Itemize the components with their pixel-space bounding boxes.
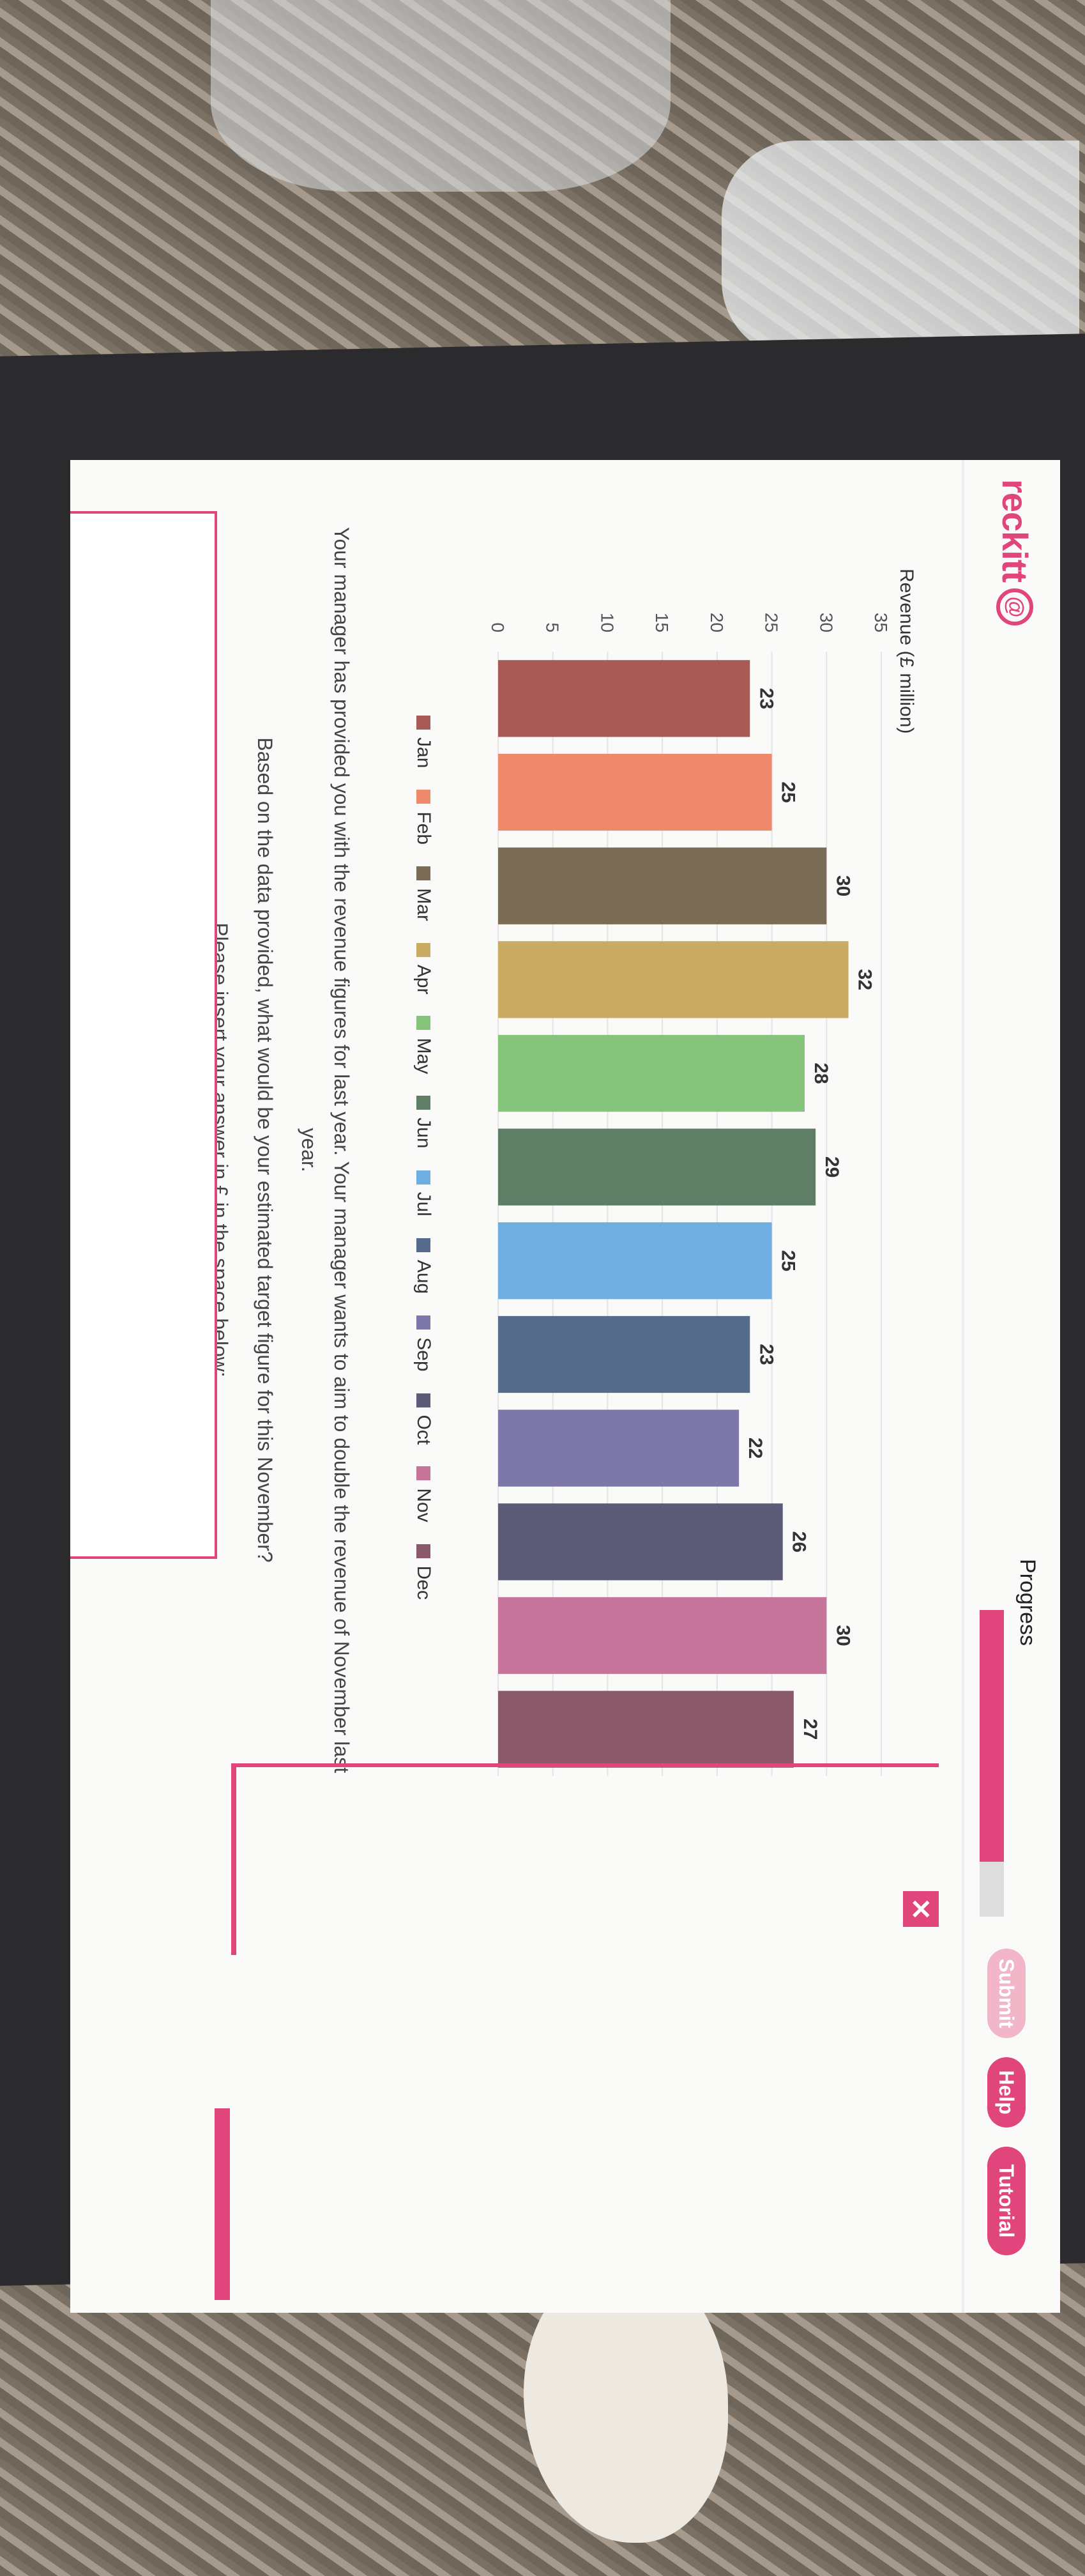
answer-input[interactable] xyxy=(70,511,217,1559)
data-label: 29 xyxy=(821,1156,842,1177)
legend-label: Jul xyxy=(413,1192,434,1216)
legend-label: May xyxy=(413,1038,434,1075)
data-label: 32 xyxy=(854,969,876,990)
bottom-accent-strip xyxy=(215,2108,230,2300)
legend-swatch xyxy=(416,1544,430,1558)
legend-label: Jan xyxy=(413,737,434,769)
progress-label: Progress xyxy=(1015,1559,1040,1646)
bar-aug xyxy=(498,1315,750,1393)
legend-swatch xyxy=(416,942,430,957)
progress-bar-fill xyxy=(980,1610,1004,1862)
logo-swirl-icon: @ xyxy=(996,588,1034,626)
help-button[interactable]: Help xyxy=(987,2057,1026,2128)
chart-legend: Jan Feb Mar Apr May Jun Jul Aug Sep Oct Nov Dec xyxy=(413,716,434,1600)
y-tick-label: 30 xyxy=(816,613,836,632)
legend-swatch xyxy=(416,1315,430,1330)
progress-bar xyxy=(980,1610,1004,1917)
bar-jun xyxy=(498,1128,816,1206)
legend-item-jul: Jul xyxy=(413,1170,434,1216)
legend-swatch xyxy=(416,790,430,804)
question-line-2: Based on the data provided, what would b… xyxy=(253,737,277,1563)
revenue-bar-chart: Revenue (£ million) 0 5 10 15 20 25 30 35 23 25 30 3… xyxy=(488,569,917,1776)
y-tick-label: 20 xyxy=(707,613,727,632)
legend-label: Aug xyxy=(413,1259,434,1294)
data-label: 26 xyxy=(789,1531,810,1552)
chart-container: Revenue (£ million) 0 5 10 15 20 25 30 35 23 25 30 3… xyxy=(70,511,920,2172)
legend-swatch xyxy=(416,1238,430,1252)
legend-swatch xyxy=(416,1096,430,1110)
legend-item-dec: Dec xyxy=(413,1544,434,1600)
water-bottle xyxy=(722,141,1079,358)
legend-item-apr: Apr xyxy=(413,942,434,995)
data-label: 30 xyxy=(832,1625,853,1646)
y-tick-label: 0 xyxy=(488,622,508,632)
y-tick-label: 15 xyxy=(652,613,672,632)
legend-item-may: May xyxy=(413,1016,434,1074)
data-label: 27 xyxy=(800,1719,821,1740)
question-text: Your manager has provided you with the r… xyxy=(192,511,358,1789)
legend-label: Apr xyxy=(413,964,434,995)
legend-label: Feb xyxy=(413,811,434,845)
data-label: 22 xyxy=(745,1438,766,1459)
legend-item-mar: Mar xyxy=(413,866,434,921)
legend-label: Oct xyxy=(413,1414,434,1445)
bar-dec xyxy=(498,1690,794,1768)
legend-swatch xyxy=(416,716,430,730)
legend-item-sep: Sep xyxy=(413,1315,434,1372)
bar-apr xyxy=(498,941,849,1018)
legend-item-nov: Nov xyxy=(413,1466,434,1522)
bar-oct xyxy=(497,1503,783,1581)
question-line-1: Your manager has provided you with the r… xyxy=(297,526,353,1774)
bar-jul xyxy=(497,1222,772,1300)
reckitt-logo: reckitt @ xyxy=(994,479,1036,626)
screen: reckitt @ Progress Submit Help Tutorial … xyxy=(70,460,1060,2313)
legend-swatch xyxy=(416,1170,430,1184)
data-label: 23 xyxy=(755,688,777,709)
bar-mar xyxy=(498,847,827,924)
legend-label: Mar xyxy=(413,888,434,921)
tutorial-button[interactable]: Tutorial xyxy=(987,2147,1026,2255)
legend-label: Jun xyxy=(413,1117,434,1149)
submit-button[interactable]: Submit xyxy=(987,1949,1026,2038)
y-tick-label: 25 xyxy=(762,613,782,632)
bar-jan xyxy=(498,660,750,737)
bar-nov xyxy=(498,1597,827,1675)
legend-item-jan: Jan xyxy=(413,716,434,768)
data-label: 28 xyxy=(810,1062,831,1084)
side-panel-border xyxy=(236,1763,939,1767)
y-tick-label: 5 xyxy=(543,622,563,632)
data-label: 30 xyxy=(832,875,853,896)
legend-label: Nov xyxy=(413,1488,434,1522)
app-header: reckitt @ Progress Submit Help Tutorial xyxy=(964,460,1060,2313)
data-label: 25 xyxy=(778,781,799,802)
bar-may xyxy=(498,1034,805,1112)
y-tick-label: 10 xyxy=(597,613,617,632)
bar-feb xyxy=(497,753,772,831)
bar-sep xyxy=(498,1409,740,1487)
legend-label: Dec xyxy=(413,1565,434,1600)
legend-item-aug: Aug xyxy=(413,1238,434,1294)
legend-swatch xyxy=(416,1393,430,1407)
data-label: 25 xyxy=(778,1250,799,1271)
legend-item-oct: Oct xyxy=(413,1393,434,1445)
close-icon[interactable]: ✕ xyxy=(903,1891,939,1927)
y-tick-label: 35 xyxy=(871,613,891,632)
legend-swatch xyxy=(416,866,430,881)
legend-item-feb: Feb xyxy=(413,790,434,845)
logo-text: reckitt xyxy=(995,479,1035,583)
data-label: 23 xyxy=(755,1344,777,1365)
side-panel-divider xyxy=(231,1763,236,1955)
drinking-glass xyxy=(211,0,671,192)
y-axis-label: Revenue (£ million) xyxy=(896,569,917,733)
legend-swatch xyxy=(416,1466,430,1481)
header-divider xyxy=(962,460,964,2313)
legend-swatch xyxy=(416,1016,430,1031)
legend-item-jun: Jun xyxy=(413,1096,434,1149)
legend-label: Sep xyxy=(413,1337,434,1372)
